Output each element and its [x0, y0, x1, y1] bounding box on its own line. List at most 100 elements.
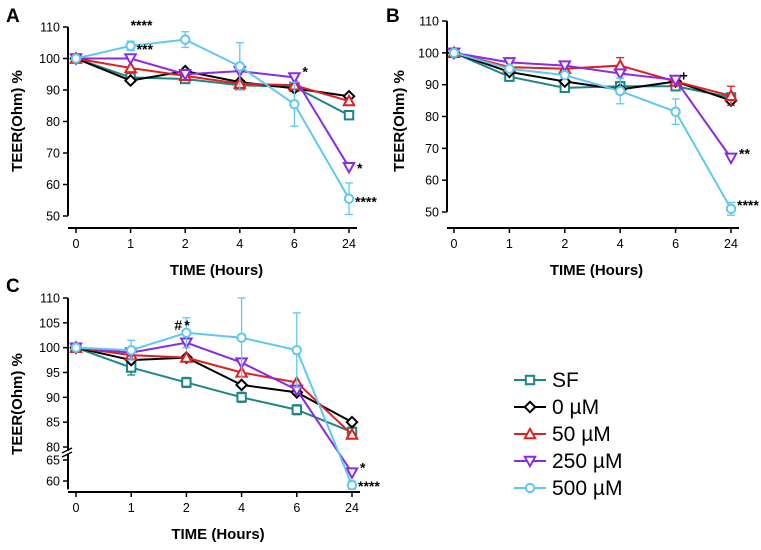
series-line [75, 331, 353, 486]
y-tick-label: 110 [40, 21, 60, 35]
significance-label: *** [137, 41, 154, 57]
data-point [724, 152, 738, 166]
panel-letter: A [6, 6, 20, 27]
series-line [453, 51, 732, 97]
y-axis-title: TEER(Ohm) % [391, 70, 408, 172]
legend-label: 0 µM [552, 396, 599, 419]
x-tick-label: 1 [506, 237, 513, 251]
data-point [234, 61, 246, 72]
x-tick-label: 6 [291, 237, 298, 251]
series-line [75, 57, 350, 98]
data-point [126, 344, 137, 356]
data-point [236, 332, 247, 343]
data-point [345, 415, 359, 429]
series-line [75, 57, 350, 117]
data-point [345, 427, 359, 440]
series-250-um [447, 47, 738, 166]
data-point [343, 193, 355, 204]
data-point [558, 74, 572, 89]
significance-label: * [302, 63, 308, 79]
data-point [70, 53, 82, 64]
data-point [613, 68, 628, 81]
significance-label: **** [131, 17, 153, 33]
data-point [346, 480, 358, 491]
data-point [289, 98, 300, 110]
data-point [448, 47, 460, 59]
x-tick-label: 6 [293, 501, 300, 515]
y-tick-label: 50 [425, 206, 439, 220]
data-point [181, 327, 192, 338]
legend-entry-sf: SF [514, 369, 579, 392]
series-500-um [70, 297, 358, 491]
series-sf [448, 47, 737, 103]
legend-entry-500-um: 500 µM [514, 477, 622, 500]
legend-marker [523, 400, 537, 414]
y-tick-label: 105 [39, 316, 60, 330]
series-line [75, 346, 353, 436]
significance-label: + [680, 67, 688, 83]
data-point [236, 392, 247, 403]
y-tick-label: 90 [46, 391, 60, 405]
y-tick-label: 90 [425, 78, 439, 92]
x-tick-label: 2 [561, 237, 568, 251]
series-line [453, 51, 732, 159]
significance-label: * [184, 317, 190, 333]
data-point [504, 63, 515, 74]
data-point [557, 60, 572, 73]
x-tick-label: 0 [73, 501, 80, 515]
y-tick-label: 70 [425, 142, 439, 156]
y-tick-label: 60 [425, 174, 439, 188]
x-tick-label: 24 [342, 237, 356, 251]
y-tick-label: 100 [418, 46, 439, 60]
legend-marker [523, 426, 537, 440]
data-point [123, 53, 138, 66]
x-axis-title: TIME (Hours) [171, 526, 264, 543]
series-50-um [447, 45, 738, 107]
data-point [502, 57, 517, 70]
y-tick-label: 65 [46, 454, 60, 468]
data-point [343, 110, 355, 121]
legend-entry-50-um: 50 µM [514, 423, 611, 446]
y-tick-label: 60 [46, 178, 60, 192]
legend-entry-250-um: 250 µM [514, 450, 622, 473]
significance-label: **** [358, 478, 380, 494]
y-tick-label: 100 [39, 52, 60, 66]
data-point [70, 342, 82, 353]
series-line [75, 341, 353, 474]
significance-label: # [174, 317, 182, 333]
x-tick-label: 24 [724, 237, 738, 251]
legend-label: 50 µM [552, 423, 611, 446]
data-point [345, 467, 359, 480]
data-point [342, 161, 356, 175]
data-point [559, 69, 570, 81]
data-point [179, 350, 194, 363]
legend: SF 0 µM 50 µM 250 µM 500 µM [514, 369, 622, 500]
data-point [123, 73, 138, 88]
panel-letter: B [386, 6, 400, 27]
series-line [75, 38, 350, 200]
y-tick-label: 100 [39, 341, 60, 355]
y-axis-title: TEER(Ohm) % [9, 70, 26, 172]
y-tick-label: 90 [46, 84, 60, 98]
x-tick-label: 0 [451, 237, 458, 251]
series-line [75, 346, 353, 434]
data-point [342, 93, 356, 107]
axis-break-mark [61, 451, 73, 458]
series-250-um [69, 337, 359, 480]
series-line [76, 57, 350, 168]
x-tick-label: 2 [183, 501, 190, 515]
data-point [668, 74, 683, 88]
y-tick-label: 70 [46, 147, 60, 161]
significance-label: * [357, 160, 363, 176]
data-point [724, 88, 738, 102]
legend-label: 250 µM [552, 450, 622, 473]
x-tick-label: 4 [617, 237, 624, 251]
series-500-um [448, 47, 737, 216]
x-tick-label: 2 [182, 237, 189, 251]
x-tick-label: 4 [236, 237, 243, 251]
significance-label: ** [739, 146, 750, 162]
y-tick-label: 110 [419, 15, 439, 29]
